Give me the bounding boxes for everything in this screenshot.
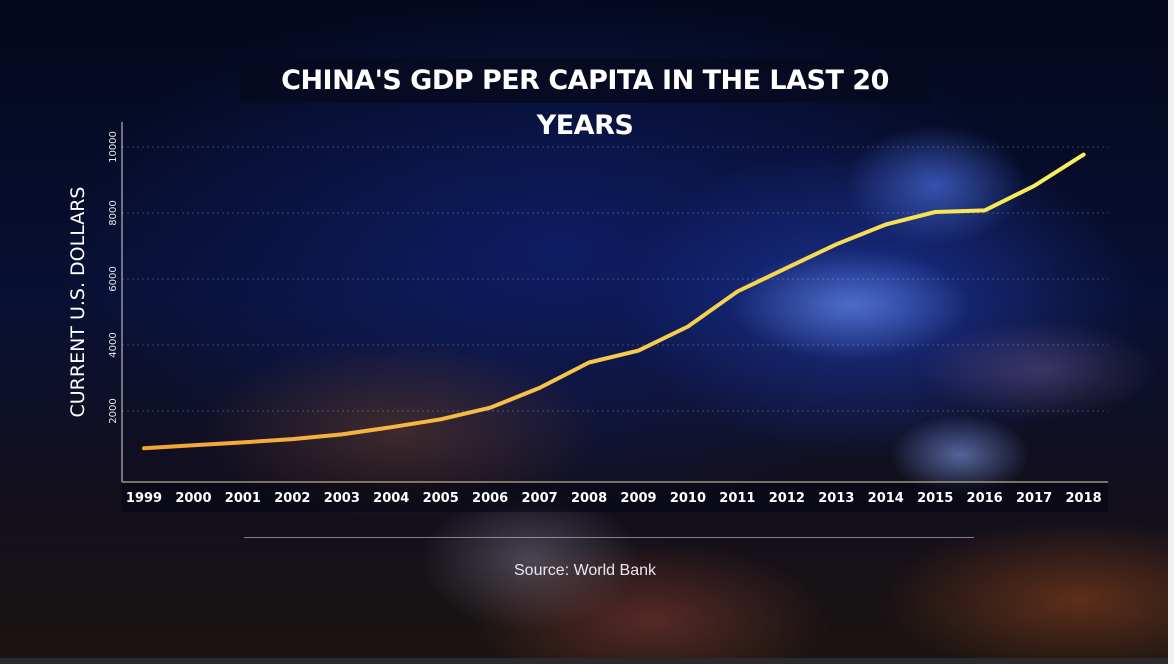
x-tick-label-2010: 2010 (670, 491, 706, 506)
y-tick-label-8000: 8000 (108, 200, 119, 225)
x-tick-label-2018: 2018 (1065, 491, 1101, 506)
x-tick-label-2014: 2014 (868, 491, 904, 506)
gdp-series-line (142, 152, 1086, 451)
source-note: Source: World Bank (514, 562, 656, 579)
x-tick-label-2016: 2016 (967, 491, 1003, 506)
y-tick-label-4000: 4000 (108, 332, 119, 357)
x-tick-label-2004: 2004 (373, 491, 409, 506)
x-tick-label-2011: 2011 (719, 491, 755, 506)
x-tick-label-2002: 2002 (274, 491, 310, 506)
x-tick-label-2013: 2013 (818, 491, 854, 506)
x-tick-label-2006: 2006 (472, 491, 508, 506)
x-tick-label-2008: 2008 (571, 491, 607, 506)
x-tick-label-2009: 2009 (620, 491, 656, 506)
x-tick-label-2005: 2005 (423, 491, 459, 506)
x-tick-label-2017: 2017 (1016, 491, 1052, 506)
x-tick-label-2001: 2001 (225, 491, 261, 506)
x-tick-label-1999: 1999 (126, 491, 162, 506)
y-tick-label-6000: 6000 (108, 266, 119, 291)
y-tick-label-10000: 10000 (108, 131, 119, 163)
title-backdrop (240, 58, 930, 103)
x-tick-label-2000: 2000 (175, 491, 211, 506)
y-tick-label-2000: 2000 (108, 398, 119, 423)
x-tick-labels: 1999 2000 2001 2002 2003 2004 2005 2006 2007 2008… (126, 491, 1102, 506)
grid-lines (122, 146, 1108, 412)
chart-title: CHINA'S GDP PER CAPITA IN THE LAST 20 YE… (281, 65, 889, 141)
x-tick-label-2003: 2003 (324, 491, 360, 506)
y-tick-labels: 2000 4000 6000 8000 10000 (108, 131, 119, 424)
right-edge-bar (1168, 0, 1174, 664)
x-tick-label-2012: 2012 (769, 491, 805, 506)
divider-line (244, 537, 974, 538)
bottom-edge-bar (0, 658, 1174, 664)
x-tick-label-2015: 2015 (917, 491, 953, 506)
x-tick-label-2007: 2007 (522, 491, 558, 506)
x-axis-band (122, 482, 1108, 512)
axes (121, 122, 1108, 483)
